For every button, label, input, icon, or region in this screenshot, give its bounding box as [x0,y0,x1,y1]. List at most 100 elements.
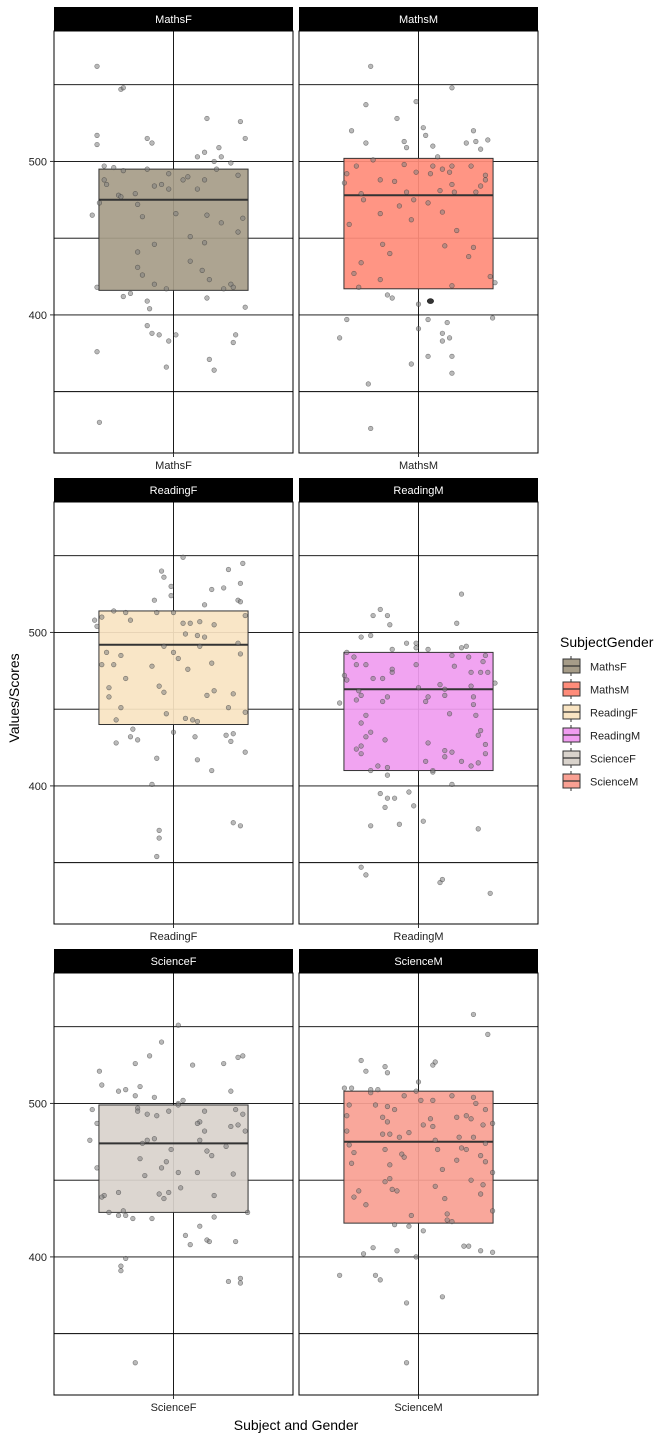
data-point [206,1238,212,1245]
data-point [194,1169,200,1176]
data-point [418,1097,424,1103]
data-point [482,1106,489,1113]
data-point [363,102,369,108]
data-point [149,781,155,787]
data-point [368,425,374,432]
data-point [94,63,100,69]
data-point [468,683,474,689]
data-point [206,276,212,283]
data-point [120,168,126,174]
data-point [101,163,107,169]
data-point [94,1165,100,1171]
data-point [485,669,491,675]
data-point [225,1278,232,1285]
data-point [368,63,374,69]
data-point [360,1251,367,1257]
data-point [204,1148,210,1154]
data-point [211,688,217,694]
y-tick-label: 500 [29,627,47,639]
data-point [403,189,410,195]
legend-label-ReadingM: ReadingM [590,731,640,743]
data-point [242,135,248,142]
data-point [96,419,103,425]
data-point [154,1113,160,1119]
data-point [392,795,398,801]
data-point [403,1300,410,1306]
data-point [221,585,227,591]
data-point [221,1060,227,1067]
y-tick-label: 400 [29,310,47,322]
data-point [175,655,181,662]
box-iqr [343,651,494,772]
data-point [389,646,395,652]
data-point [351,1194,357,1200]
data-point [118,652,124,659]
data-point [199,267,205,273]
data-point [413,1088,419,1094]
data-point [489,1208,496,1214]
box-iqr [343,1090,494,1224]
data-point [473,138,479,145]
data-point [482,1140,489,1146]
data-point [94,284,100,290]
data-point [211,1214,217,1220]
data-point [166,1108,172,1114]
data-point [458,758,465,764]
data-point [442,243,448,249]
data-point [377,606,383,613]
data-point [237,651,244,657]
data-point [156,332,162,338]
data-point [368,1087,374,1093]
data-point [396,821,402,827]
data-point [403,145,410,151]
data-point [458,591,465,597]
x-tick-label: ScienceM [394,1402,442,1414]
x-axis-title: Subject and Gender [234,1417,359,1433]
data-point [363,872,369,878]
data-point [430,163,436,169]
data-point [420,125,426,131]
data-point [89,1106,95,1113]
data-point [206,356,212,362]
facet-strip [54,478,293,502]
data-point [451,189,457,195]
data-point [356,284,362,290]
data-point [437,187,443,194]
data-point [192,734,198,740]
x-tick-label: MathsF [155,460,192,472]
data-point [408,217,414,223]
data-point [197,1223,203,1229]
legend-label-MathsM: MathsM [590,685,629,697]
data-point [341,1085,348,1091]
data-point [466,1243,472,1249]
data-point [228,1088,234,1094]
data-point [113,717,119,723]
data-point [240,215,246,221]
data-point [449,652,455,659]
data-point [413,645,419,651]
data-point [118,1263,124,1269]
legend-label-MathsF: MathsF [590,662,627,674]
data-point [240,1053,246,1059]
data-point [197,1137,203,1143]
outlier-point [426,298,434,304]
data-point [466,654,472,660]
data-point [461,1243,467,1249]
data-point [151,597,157,603]
data-point [103,181,110,188]
data-point [194,154,200,160]
data-point [158,1165,165,1171]
data-point [432,1183,438,1189]
data-point [377,276,383,283]
data-point [384,1070,391,1076]
data-point [358,864,364,870]
data-point [201,177,208,183]
legend-label-ScienceM: ScienceM [590,777,638,789]
data-point [230,691,236,697]
box-iqr [98,610,249,726]
data-point [392,1106,398,1113]
data-point [353,697,359,703]
x-tick-label: ScienceF [151,1402,197,1414]
data-point [449,749,455,755]
